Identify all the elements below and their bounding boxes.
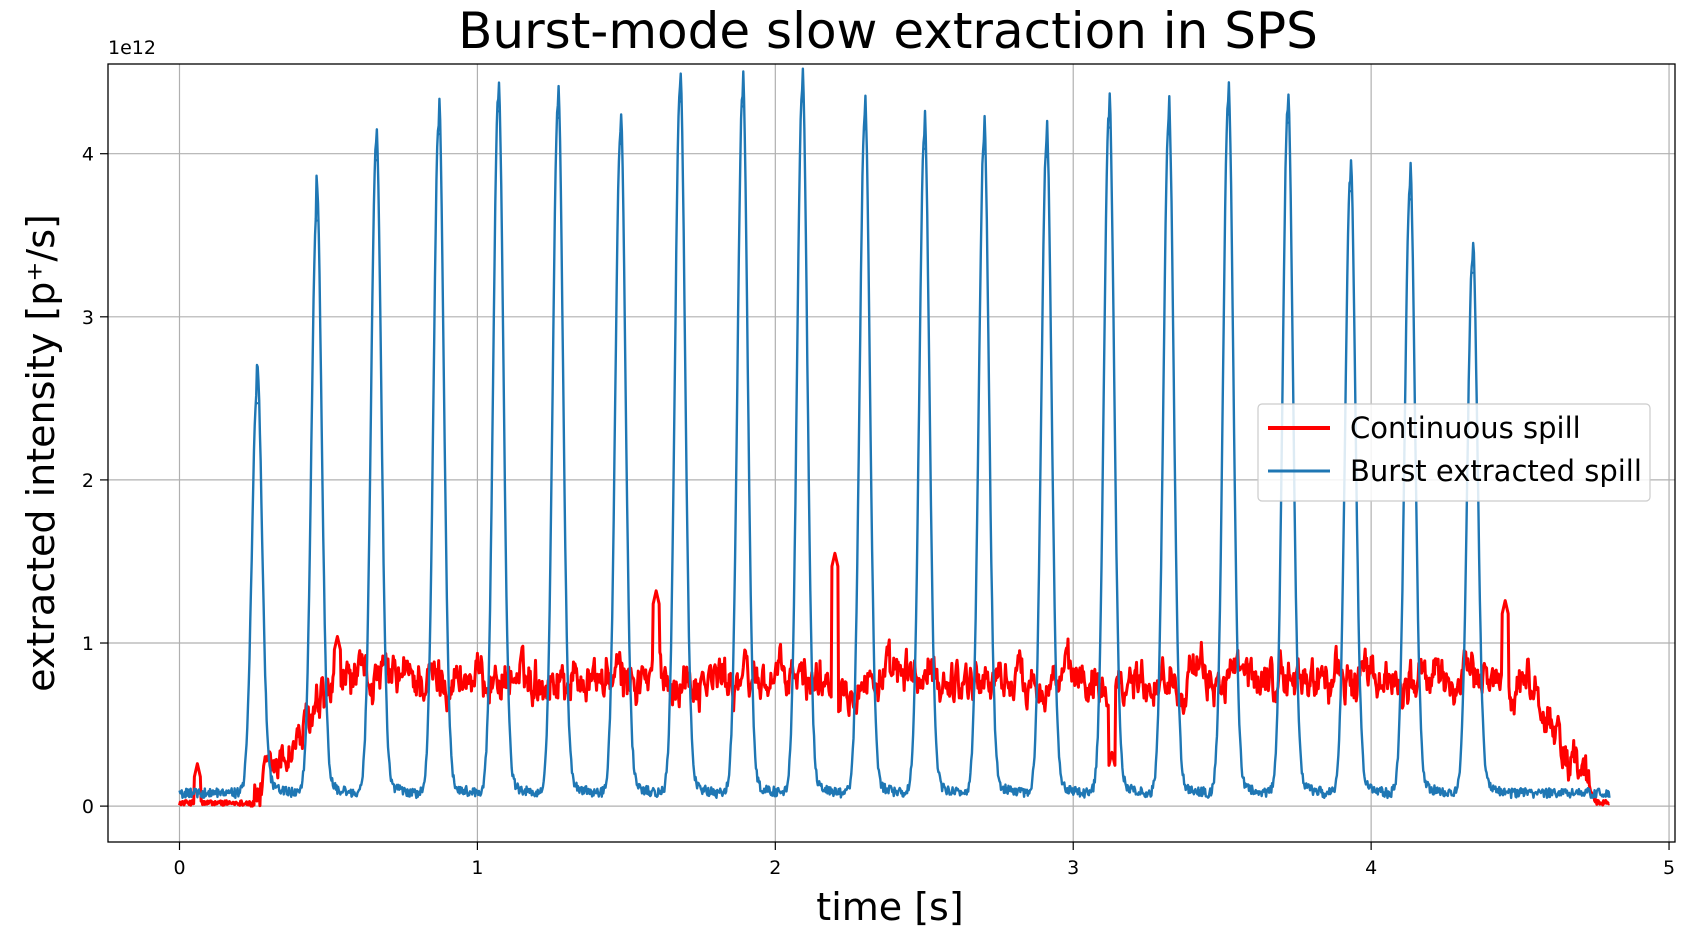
series-line-continuous [178,551,1611,808]
x-tick-label: 5 [1663,857,1675,879]
burst-peak-point [1107,126,1111,129]
burst-peak-point [863,128,866,131]
legend-label-burst: Burst extracted spill [1350,454,1642,488]
y-axis-label: extracted intensity [p⁺/s] [19,214,63,692]
burst-peak-point [619,142,622,146]
y-tick-label: 1 [82,633,94,655]
burst-peak-point [556,116,560,120]
burst-peak-point [497,110,500,113]
burst-peak-point [1349,190,1352,193]
burst-peak-point [1226,113,1230,116]
x-tick-label: 2 [769,857,781,879]
burst-peak-point [374,159,378,162]
x-tick-label: 3 [1067,857,1079,879]
series-line-burst [178,67,1611,800]
burst-peak-point [437,132,440,136]
burst-peak-point [1408,198,1412,201]
x-tick-label: 4 [1365,857,1377,879]
y-offset-text: 1e12 [108,37,156,59]
y-tick-label: 0 [82,796,94,818]
x-tick-label: 0 [173,857,185,879]
legend: Continuous spill Burst extracted spill [1257,403,1651,502]
burst-peak-point [315,219,318,222]
legend-label-continuous: Continuous spill [1350,411,1581,445]
y-tick-label: 2 [82,470,94,492]
burst-peak-point [255,402,259,405]
burst-peak-point [1045,155,1048,159]
axis-ticks: 0 1 2 3 4 5 0 1 2 3 4 [82,144,1675,879]
burst-peak-point [982,152,986,155]
burst-peak-point [800,100,804,103]
burst-peak-point [1167,132,1170,136]
burst-peak-point [678,100,682,103]
chart-title: Burst-mode slow extraction in SPS [458,2,1318,60]
burst-peak-point [1286,121,1289,124]
plot-frame [107,63,1676,843]
legend-box [1257,403,1651,502]
x-tick-label: 1 [471,857,483,879]
burst-peak-point [923,147,926,151]
series-layer [178,67,1611,808]
burst-peak-point [1471,271,1474,274]
y-tick-label: 4 [82,144,94,166]
x-axis-label: time [s] [816,885,963,926]
burst-peak-point [741,105,744,108]
y-tick-label: 3 [82,307,94,329]
